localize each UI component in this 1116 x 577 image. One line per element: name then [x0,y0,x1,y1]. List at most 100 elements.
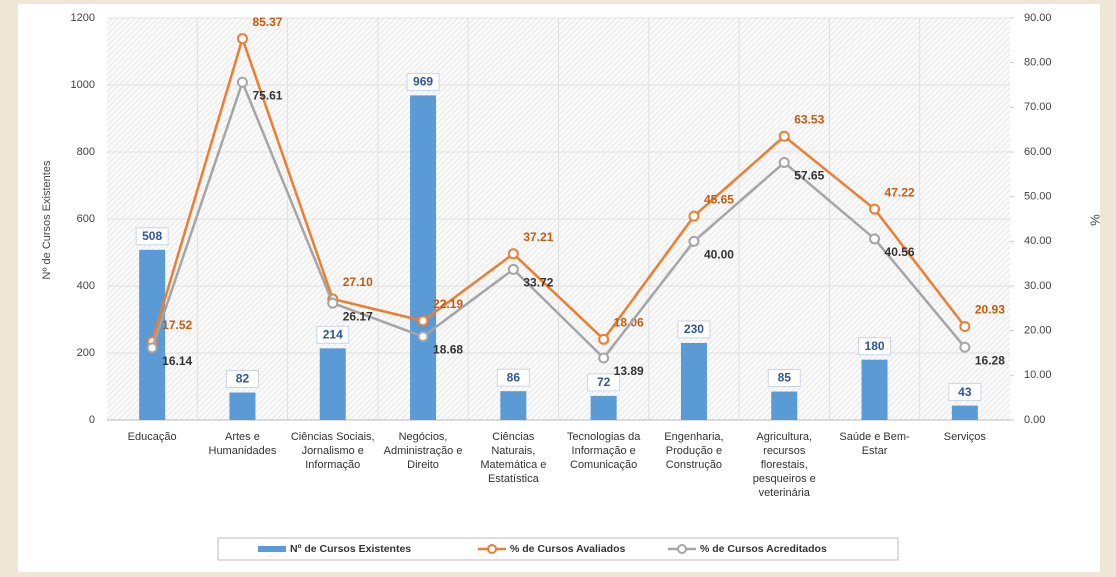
y-tick-label: 400 [77,280,95,292]
bar-label-box [225,370,259,389]
x-tick-label: Agricultura, recursos florestais, pesque… [752,431,816,499]
line-label: 13.89 [614,364,644,378]
y-tick-label: 200 [77,347,95,359]
legend-label: % de Cursos Acreditados [700,543,827,555]
bar [410,95,437,420]
line [150,34,966,343]
bar-label-box [135,227,169,246]
line-marker [417,331,429,343]
y2-tick-label: 90.00 [1024,12,1052,24]
y-tick-label: 0 [89,414,95,426]
bar-label: 214 [323,327,343,341]
line-label: 33.72 [523,276,553,290]
x-tick-label: Ciências Sociais, Jornalismo e Informaçã… [290,431,375,471]
line-marker [507,263,519,275]
line-label: 47.22 [885,185,915,199]
bar [319,348,346,420]
legend-label: Nº de Cursos Existentes [290,543,411,555]
y2-tick-label: 70.00 [1024,101,1052,113]
line-marker [507,248,519,260]
bar-label: 180 [865,339,885,353]
bar [680,342,707,420]
line-label: 75.61 [252,88,282,102]
line-marker [688,210,700,222]
line-marker [959,321,971,333]
y2-tick-label: 50.00 [1024,191,1052,203]
y2-tick-label: 60.00 [1024,146,1052,158]
legend-box [217,537,899,561]
line-marker [417,315,429,327]
bar-label: 508 [142,229,162,243]
x-tick-label: Engenharia, Produção e Construção [664,431,724,471]
line-label: 85.37 [252,15,282,29]
x-tick-label: Educação [127,431,177,443]
x-tick-label: Saúde e Bem-Estar [839,431,910,457]
bar-label: 43 [958,385,972,399]
line-label: 18.06 [614,316,644,330]
x-tick-label: Serviços [943,431,986,443]
bar-label: 72 [597,375,611,389]
bar [590,395,617,420]
line-marker [959,341,971,353]
line-marker [327,297,339,309]
bar-label: 82 [236,372,250,386]
y-tick-label: 600 [77,213,95,225]
y-axis-label: Nº de Cursos Existentes [41,160,53,279]
bar-label: 230 [684,322,704,336]
y2-tick-label: 80.00 [1024,57,1052,69]
line-marker [688,235,700,247]
bar-label-box [587,373,621,392]
line-marker [869,203,881,215]
line-marker [869,233,881,245]
x-tick-label: Ciências Naturais, Matemática e Estatíst… [480,431,547,485]
bar-label: 85 [778,371,792,385]
bar [861,359,888,420]
line-label: 26.17 [343,309,373,323]
legend-label: % de Cursos Avaliados [510,543,626,555]
line-label: 40.00 [704,248,734,262]
y-tick-label: 800 [77,146,95,158]
bar [951,405,978,420]
line-marker [778,130,790,142]
legend-marker [677,544,687,554]
bar-label-box [316,325,350,344]
x-tick-label: Artes e Humanidades [208,431,277,457]
line [150,78,966,360]
line-label: 45.65 [704,192,734,206]
y2-tick-label: 30.00 [1024,280,1052,292]
line-label: 40.56 [885,245,915,259]
y2-axis-label: % [1088,214,1103,226]
line-marker [146,342,158,354]
x-tick-label: Tecnologias da Informação e Comunicação [566,431,641,471]
line-label: 20.93 [975,303,1005,317]
line-label: 57.65 [794,169,824,183]
bar [500,391,527,420]
line-label: 18.68 [433,343,463,357]
y2-tick-label: 10.00 [1024,369,1052,381]
y-tick-label: 1000 [71,79,95,91]
line-marker [236,33,248,45]
bar-label-box [406,72,440,91]
line-marker [598,333,610,345]
bar [229,392,256,420]
line-label: 63.53 [794,112,824,126]
line-label: 16.14 [162,354,192,368]
y-tick-label: 1200 [71,12,95,24]
line-label: 17.52 [162,318,192,332]
bar-label-box [858,337,892,356]
line-label: 37.21 [523,230,553,244]
line-label: 27.10 [343,275,373,289]
bar-label: 969 [413,75,433,89]
bar [771,391,798,420]
line-label: 22.19 [433,297,463,311]
legend-marker [487,544,497,554]
x-tick-label: Negócios, Administração e Direito [383,431,463,471]
line-label: 16.28 [975,353,1005,367]
y2-tick-label: 20.00 [1024,325,1052,337]
bar [139,249,166,420]
y2-tick-label: 40.00 [1024,235,1052,247]
line-marker [598,352,610,364]
bar-label-box [948,383,982,402]
